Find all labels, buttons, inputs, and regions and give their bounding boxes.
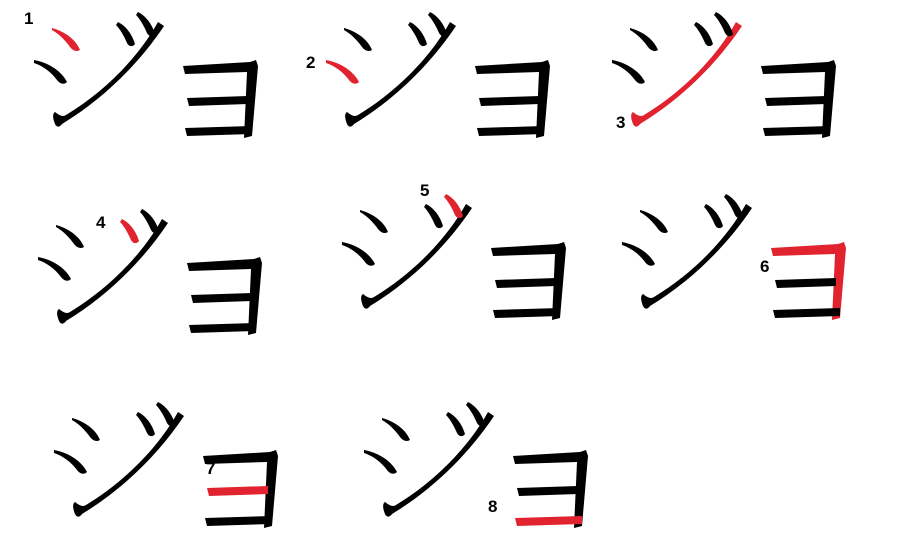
yo-stroke-3 — [493, 308, 560, 318]
step-panel-8 — [364, 402, 588, 528]
step-panel-4 — [38, 209, 262, 335]
step-number-label: 3 — [616, 113, 625, 132]
yo-stroke-3 — [205, 516, 272, 526]
ji-stroke-2 — [38, 257, 71, 281]
ji-dakuten-1 — [704, 204, 723, 229]
ji-stroke-2 — [54, 450, 87, 474]
step-number-label: 2 — [306, 53, 315, 72]
step-panel-7 — [54, 402, 278, 528]
yo-stroke-2 — [187, 96, 248, 106]
ji-dakuten-1-highlighted — [120, 219, 139, 244]
step-number-label: 8 — [488, 497, 497, 516]
yo-stroke-3 — [763, 126, 830, 136]
step-number-label: 6 — [760, 257, 769, 276]
ji-dakuten-2 — [724, 194, 743, 219]
ji-stroke-2 — [342, 242, 375, 266]
yo-stroke-2 — [495, 278, 556, 288]
yo-stroke-3 — [773, 308, 840, 318]
yo-stroke-2-highlighted — [207, 486, 268, 496]
step-number-label: 4 — [96, 213, 106, 232]
ji-dakuten-1 — [408, 22, 427, 47]
ji-stroke-1 — [360, 210, 388, 233]
step-panel-1 — [34, 12, 258, 138]
ji-stroke-1 — [344, 28, 372, 51]
step-panel-5 — [342, 194, 566, 320]
ji-stroke-2 — [364, 450, 397, 474]
yo-stroke-2 — [517, 486, 578, 496]
ji-dakuten-1 — [446, 412, 465, 437]
step-panel-3 — [612, 12, 836, 138]
ji-dakuten-2 — [136, 12, 155, 37]
ji-stroke-2 — [34, 60, 67, 84]
step-panel-2 — [326, 12, 550, 138]
ji-stroke-1 — [72, 418, 100, 441]
ji-dakuten-1 — [136, 412, 155, 437]
ji-stroke-1 — [382, 418, 410, 441]
yo-stroke-2 — [191, 293, 252, 303]
ji-stroke-2 — [612, 60, 645, 84]
step-number-label: 1 — [24, 9, 33, 28]
step-panel-6 — [622, 194, 846, 320]
yo-stroke-2 — [479, 96, 540, 106]
step-number-label: 5 — [420, 181, 429, 200]
ji-dakuten-2 — [140, 209, 159, 234]
yo-stroke-3 — [189, 323, 256, 333]
ji-stroke-2-highlighted — [326, 60, 359, 84]
ji-dakuten-2 — [156, 402, 175, 427]
ji-dakuten-1 — [694, 22, 713, 47]
ji-stroke-1 — [640, 210, 668, 233]
ji-stroke-2 — [622, 242, 655, 266]
ji-dakuten-1 — [424, 204, 443, 229]
yo-stroke-3 — [185, 126, 252, 136]
ji-stroke-1-highlighted — [52, 28, 80, 51]
yo-stroke-3 — [477, 126, 544, 136]
ji-dakuten-2 — [466, 402, 485, 427]
ji-dakuten-2-highlighted — [444, 194, 463, 219]
ji-stroke-1 — [630, 28, 658, 51]
ji-stroke-1 — [56, 225, 84, 248]
ji-dakuten-2 — [428, 12, 447, 37]
ji-dakuten-1 — [116, 22, 135, 47]
yo-stroke-2 — [775, 278, 836, 288]
yo-stroke-3-highlighted — [515, 516, 582, 526]
yo-stroke-2 — [765, 96, 826, 106]
ji-dakuten-2 — [714, 12, 733, 37]
step-number-label: 7 — [206, 459, 215, 478]
